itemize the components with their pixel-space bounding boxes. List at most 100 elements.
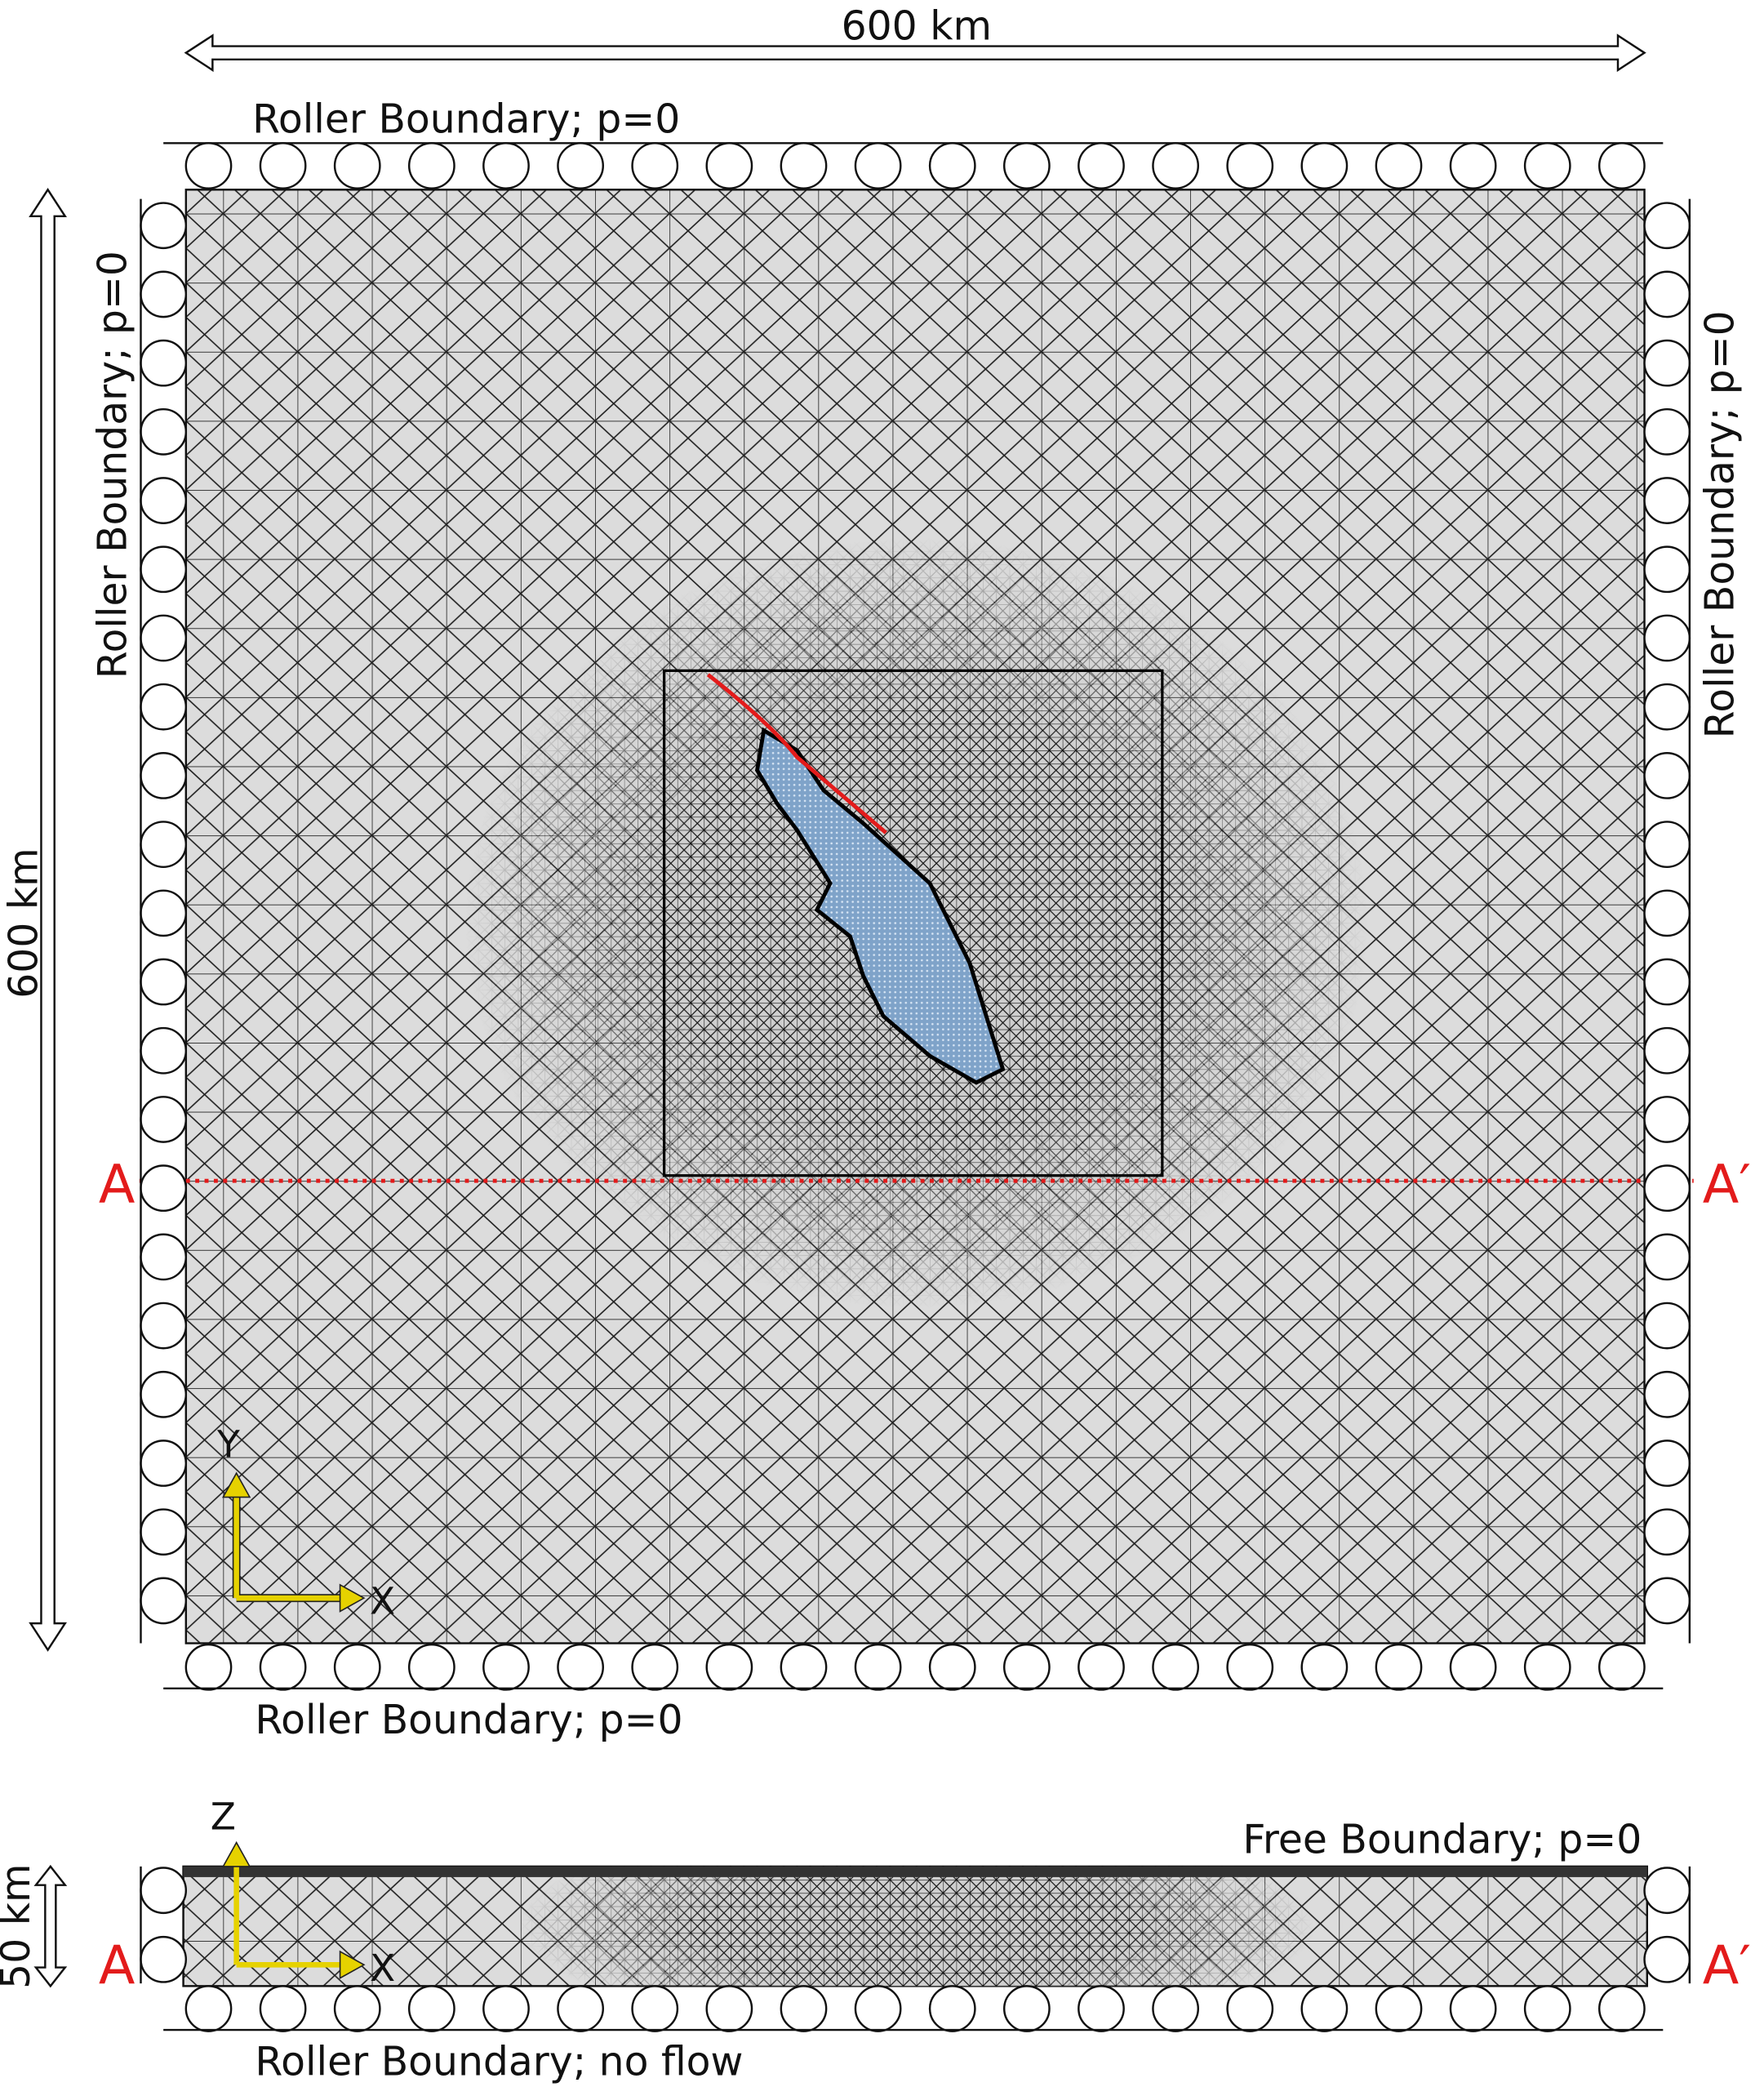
roller — [1449, 1643, 1497, 1691]
roller — [780, 1985, 828, 2032]
roller — [140, 1370, 188, 1418]
boundary-label: Free Boundary; p=0 — [1242, 1817, 1642, 1863]
axes-icon — [221, 1840, 366, 1979]
section-marker: A — [99, 1935, 136, 1996]
roller — [140, 889, 188, 937]
roller — [1643, 1233, 1691, 1281]
roller — [407, 142, 455, 189]
roller — [140, 270, 188, 318]
roller — [1643, 545, 1691, 594]
roller — [140, 339, 188, 387]
roller — [1523, 1985, 1571, 2032]
roller — [140, 683, 188, 731]
roller — [928, 142, 976, 189]
axis-label: Y — [216, 1423, 240, 1466]
roller — [631, 1643, 679, 1691]
roller — [140, 1026, 188, 1075]
plan-mesh — [139, 189, 1694, 1644]
dimension-label: 600 km — [842, 2, 992, 49]
roller — [140, 477, 188, 524]
roller — [1597, 1643, 1646, 1691]
section-marker: A′ — [1703, 1154, 1751, 1215]
section-marker: A′ — [1703, 1935, 1751, 1996]
roller — [705, 142, 753, 189]
roller — [140, 1233, 188, 1281]
roller — [482, 142, 530, 189]
roller — [1078, 142, 1125, 189]
roller — [1300, 1985, 1349, 2032]
roller — [140, 614, 188, 662]
roller — [1643, 477, 1691, 524]
roller — [705, 1985, 753, 2032]
roller — [1643, 821, 1691, 869]
roller — [1523, 1643, 1571, 1691]
roller — [1643, 270, 1691, 318]
roller — [1643, 1508, 1691, 1556]
roller — [184, 1985, 233, 2032]
roller — [557, 142, 604, 189]
roller — [140, 1867, 188, 1915]
roller — [1002, 142, 1051, 189]
roller — [259, 1643, 307, 1691]
roller — [140, 1096, 188, 1143]
roller — [1643, 683, 1691, 731]
roller — [928, 1643, 976, 1691]
roller — [1643, 1867, 1691, 1915]
roller — [1643, 1164, 1691, 1213]
roller — [1597, 1985, 1646, 2032]
roller — [1002, 1643, 1051, 1691]
roller — [407, 1985, 455, 2032]
roller — [1078, 1985, 1125, 2032]
boundary-label: Roller Boundary; p=0 — [90, 251, 136, 679]
dimension-label: 600 km — [1, 848, 47, 998]
roller — [1078, 1643, 1125, 1691]
roller — [1002, 1985, 1051, 2032]
roller — [631, 142, 679, 189]
dimension-arrow — [184, 33, 1646, 73]
roller — [780, 1643, 828, 1691]
roller — [140, 1302, 188, 1350]
roller — [407, 1643, 455, 1691]
roller — [1643, 1440, 1691, 1487]
roller — [1643, 1577, 1691, 1625]
roller — [557, 1643, 604, 1691]
roller — [1449, 1985, 1497, 2032]
roller — [140, 1935, 188, 1983]
roller — [1643, 752, 1691, 799]
roller — [259, 1985, 307, 2032]
roller — [1226, 142, 1274, 189]
roller — [854, 142, 902, 189]
roller — [557, 1985, 604, 2032]
roller — [482, 1985, 530, 2032]
roller — [1449, 142, 1497, 189]
roller — [140, 958, 188, 1006]
roller — [1226, 1643, 1274, 1691]
roller — [140, 202, 188, 250]
roller — [1643, 1302, 1691, 1350]
boundary-label: Roller Boundary; p=0 — [1697, 310, 1744, 738]
roller — [140, 1164, 188, 1213]
roller — [1643, 1370, 1691, 1418]
dimension-arrow — [29, 188, 67, 1652]
roller — [1643, 1096, 1691, 1143]
roller — [1643, 339, 1691, 387]
roller — [1226, 1985, 1274, 2032]
roller — [1597, 142, 1646, 189]
roller — [140, 407, 188, 456]
roller — [1152, 1643, 1200, 1691]
boundary-label: Roller Boundary; p=0 — [252, 96, 680, 142]
roller — [1300, 142, 1349, 189]
roller — [1643, 407, 1691, 456]
roller — [140, 1508, 188, 1556]
roller — [259, 142, 307, 189]
roller — [1643, 614, 1691, 662]
roller — [1300, 1643, 1349, 1691]
axis-label: X — [370, 1947, 395, 1990]
boundary-label: Roller Boundary; p=0 — [255, 1697, 682, 1743]
roller — [184, 1643, 233, 1691]
section-mesh — [182, 1865, 1649, 1987]
fault-trace — [706, 673, 887, 834]
island — [754, 727, 1006, 1085]
roller — [140, 752, 188, 799]
